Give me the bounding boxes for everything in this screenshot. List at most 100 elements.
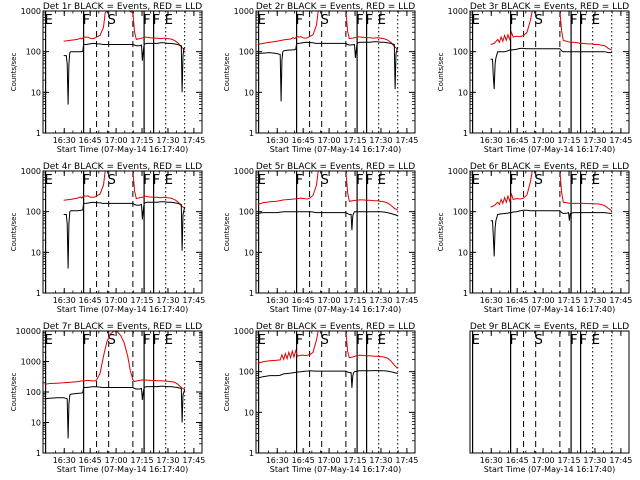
x-tick-label: 16:45 <box>506 136 529 145</box>
x-tick-label: 17:15 <box>557 136 580 145</box>
event-marker-label: F <box>510 333 517 348</box>
y-tick-label: 1000 <box>21 167 41 176</box>
event-marker-label: F <box>296 173 303 188</box>
event-marker-label: E <box>378 333 386 348</box>
x-tick-label: 17:45 <box>182 136 205 145</box>
y-tick-label: 1000 <box>234 167 254 176</box>
x-tick-label: 16:45 <box>79 136 102 145</box>
y-tick-label: 10 <box>244 408 254 417</box>
event-marker-label: S <box>321 173 329 188</box>
event-marker-label: F <box>143 173 150 188</box>
y-tick-label: 1000 <box>21 358 41 367</box>
x-tick-label: 16:30 <box>480 456 503 465</box>
y-tick-label: 1 <box>36 129 41 138</box>
y-tick-label: 10 <box>31 88 41 97</box>
event-marker-label: S <box>108 173 116 188</box>
event-marker-label: F <box>580 333 587 348</box>
x-axis-title: Start Time (07-May-14 16:17:40) <box>270 305 401 314</box>
event-marker-label: F <box>510 13 517 28</box>
x-tick-label: 17:45 <box>609 296 632 305</box>
event-marker-label: F <box>296 333 303 348</box>
x-tick-label: 17:15 <box>557 456 580 465</box>
panel-title: Det 7r BLACK = Events, RED = LLD <box>43 322 202 332</box>
y-tick-label: 100 <box>26 208 41 217</box>
event-marker-label: E <box>258 333 266 348</box>
x-tick-label: 17:45 <box>609 456 632 465</box>
y-axis-title: Counts/sec <box>10 373 18 412</box>
y-tick-label: 10 <box>458 248 468 257</box>
events-series-line <box>490 47 612 90</box>
y-axis-title: Counts/sec <box>223 213 231 252</box>
event-marker-label: F <box>356 333 363 348</box>
event-marker-label: E <box>45 173 53 188</box>
event-marker-label: F <box>366 333 373 348</box>
plot-frame <box>469 330 630 454</box>
panel-title: Det 6r BLACK = Events, RED = LLD <box>470 162 629 172</box>
x-tick-label: 16:45 <box>292 456 315 465</box>
x-tick-label: 17:45 <box>395 136 418 145</box>
x-tick-label: 17:00 <box>532 456 555 465</box>
event-marker-label: E <box>472 333 480 348</box>
x-tick-label: 16:45 <box>506 296 529 305</box>
event-marker-label: S <box>108 333 116 348</box>
x-tick-label: 16:45 <box>292 296 315 305</box>
x-tick-label: 17:30 <box>583 456 606 465</box>
y-axis-title: Counts/sec <box>223 53 231 92</box>
event-marker-label: F <box>143 333 150 348</box>
y-axis-title: Counts/sec <box>223 373 231 412</box>
event-marker-label: E <box>165 173 173 188</box>
event-marker-label: F <box>356 173 363 188</box>
event-marker-label: E <box>258 173 266 188</box>
lld-series-line <box>490 171 612 212</box>
panel-title: Det 2r BLACK = Events, RED = LLD <box>256 2 415 12</box>
event-marker-label: F <box>296 13 303 28</box>
event-marker-label: F <box>570 173 577 188</box>
panel-title: Det 1r BLACK = Events, RED = LLD <box>43 2 202 12</box>
y-tick-label: 1 <box>249 449 254 458</box>
y-tick-label: 100 <box>453 208 468 217</box>
x-tick-label: 17:15 <box>343 136 366 145</box>
plot-frame <box>255 170 416 294</box>
x-tick-label: 17:00 <box>532 296 555 305</box>
y-tick-label: 100 <box>453 48 468 57</box>
x-tick-label: 16:30 <box>266 296 289 305</box>
x-tick-label: 17:30 <box>156 456 179 465</box>
y-tick-label: 100 <box>239 208 254 217</box>
x-axis-title: Start Time (07-May-14 16:17:40) <box>57 305 188 314</box>
event-marker-label: F <box>366 13 373 28</box>
events-series-line <box>257 211 398 231</box>
x-tick-label: 17:45 <box>395 456 418 465</box>
lld-series-line <box>63 11 186 51</box>
x-tick-label: 16:30 <box>266 456 289 465</box>
x-tick-label: 17:00 <box>318 136 341 145</box>
events-series-line <box>490 209 612 257</box>
x-tick-label: 17:30 <box>369 296 392 305</box>
y-tick-label: 1 <box>249 289 254 298</box>
plot-frame <box>42 10 203 134</box>
events-series-line <box>257 370 398 388</box>
x-tick-label: 16:45 <box>79 456 102 465</box>
x-tick-label: 17:15 <box>130 296 153 305</box>
event-marker-label: F <box>83 173 90 188</box>
y-tick-label: 1000 <box>448 167 468 176</box>
event-marker-label: F <box>570 13 577 28</box>
y-axis-title: Counts/sec <box>10 213 18 252</box>
plot-frame <box>42 330 203 454</box>
y-tick-label: 100 <box>26 48 41 57</box>
event-marker-label: F <box>143 13 150 28</box>
event-marker-label: E <box>472 13 480 28</box>
x-axis-title: Start Time (07-May-14 16:17:40) <box>484 465 615 474</box>
plot-frame <box>469 170 630 294</box>
event-marker-label: E <box>592 173 600 188</box>
event-marker-label: F <box>580 13 587 28</box>
x-tick-label: 17:15 <box>130 136 153 145</box>
event-marker-label: F <box>153 173 160 188</box>
event-marker-label: S <box>108 13 116 28</box>
events-series-line <box>63 42 186 105</box>
plot-frame <box>255 330 416 454</box>
plot-frame <box>42 170 203 294</box>
